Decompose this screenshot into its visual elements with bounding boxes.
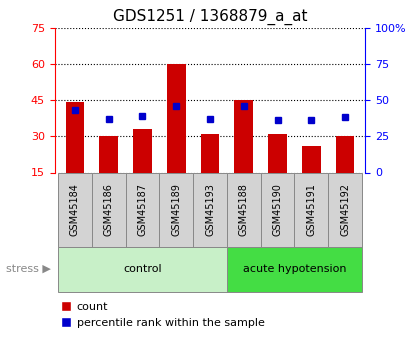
Bar — [100, 136, 118, 172]
FancyBboxPatch shape — [159, 172, 193, 247]
Text: GSM45191: GSM45191 — [306, 183, 316, 236]
Bar — [302, 146, 320, 172]
Text: GSM45192: GSM45192 — [340, 183, 350, 236]
Text: GSM45188: GSM45188 — [239, 183, 249, 236]
FancyBboxPatch shape — [328, 172, 362, 247]
Bar — [167, 64, 186, 172]
FancyBboxPatch shape — [58, 172, 92, 247]
Text: GSM45189: GSM45189 — [171, 183, 181, 236]
Bar — [336, 136, 354, 172]
Bar — [268, 134, 287, 172]
Text: control: control — [123, 264, 162, 274]
FancyBboxPatch shape — [92, 172, 126, 247]
Text: GSM45186: GSM45186 — [104, 183, 114, 236]
Bar — [201, 134, 219, 172]
FancyBboxPatch shape — [126, 172, 159, 247]
Text: GSM45184: GSM45184 — [70, 183, 80, 236]
Legend: count, percentile rank within the sample: count, percentile rank within the sample — [60, 302, 265, 328]
FancyBboxPatch shape — [227, 172, 261, 247]
Bar — [234, 100, 253, 172]
FancyBboxPatch shape — [261, 172, 294, 247]
Title: GDS1251 / 1368879_a_at: GDS1251 / 1368879_a_at — [113, 9, 307, 25]
FancyBboxPatch shape — [58, 247, 227, 292]
Text: GSM45193: GSM45193 — [205, 183, 215, 236]
FancyBboxPatch shape — [227, 247, 362, 292]
Bar — [133, 129, 152, 172]
Text: stress ▶: stress ▶ — [5, 264, 50, 274]
Text: GSM45187: GSM45187 — [137, 183, 147, 236]
FancyBboxPatch shape — [193, 172, 227, 247]
Text: acute hypotension: acute hypotension — [243, 264, 346, 274]
Text: GSM45190: GSM45190 — [273, 183, 283, 236]
Bar — [66, 102, 84, 172]
FancyBboxPatch shape — [294, 172, 328, 247]
